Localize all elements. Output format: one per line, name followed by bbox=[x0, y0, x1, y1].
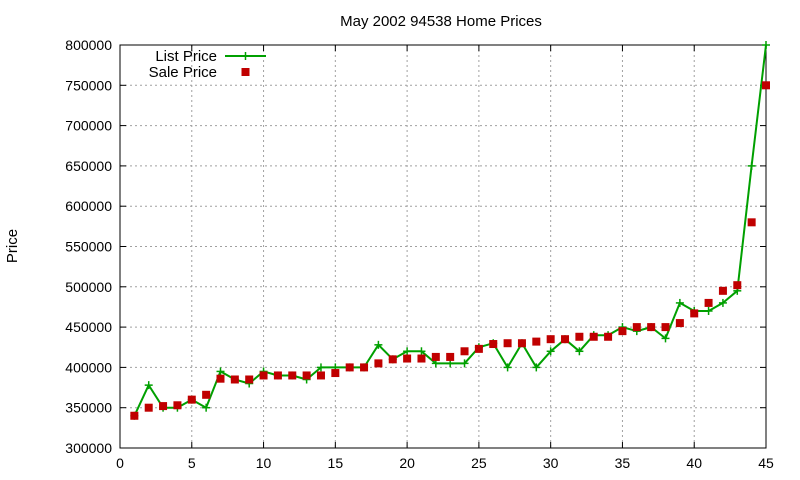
sale-price-point bbox=[575, 332, 584, 341]
legend-label-list-price: List Price bbox=[155, 48, 217, 65]
y-tick-label: 300000 bbox=[65, 440, 112, 456]
sale-price-point bbox=[632, 323, 641, 332]
list-price-point bbox=[216, 367, 225, 376]
gridlines bbox=[120, 45, 766, 448]
list-price-point bbox=[503, 363, 512, 372]
y-axis-ticks: 300000 350000 400000 450000 500000 550000 6000… bbox=[65, 37, 766, 456]
sale-price-point bbox=[589, 332, 598, 341]
sale-price-point bbox=[661, 323, 670, 332]
sale-price-point bbox=[747, 218, 756, 227]
list-price-point bbox=[202, 403, 211, 412]
list-price-point bbox=[704, 306, 713, 315]
sale-price-point bbox=[446, 352, 455, 361]
list-price-point bbox=[532, 363, 541, 372]
legend-plus-marker bbox=[241, 52, 250, 60]
sale-price-point bbox=[130, 411, 139, 420]
sale-price-point bbox=[245, 375, 254, 384]
plot-border bbox=[119, 44, 767, 449]
sale-price-point bbox=[273, 371, 282, 380]
legend-label-sale-price: Sale Price bbox=[149, 64, 217, 81]
sale-price-point bbox=[360, 363, 369, 372]
sale-price-point bbox=[647, 323, 656, 332]
sale-price-point bbox=[230, 375, 239, 384]
list-price-point bbox=[144, 381, 153, 390]
sale-price-point bbox=[259, 371, 268, 380]
sale-price-point bbox=[417, 354, 426, 363]
sale-price-point bbox=[690, 309, 699, 318]
y-tick-label: 750000 bbox=[65, 77, 112, 93]
chart-title: May 2002 94538 Home Prices bbox=[340, 13, 542, 30]
sale-price-point bbox=[331, 369, 340, 378]
list-price-point bbox=[460, 359, 469, 368]
sale-price-point bbox=[374, 359, 383, 368]
sale-price-point bbox=[431, 352, 440, 361]
sale-price-point bbox=[288, 371, 297, 380]
sale-price-point bbox=[517, 339, 526, 348]
y-tick-label: 550000 bbox=[65, 239, 112, 255]
sale-price-point bbox=[345, 363, 354, 372]
sale-price-point bbox=[159, 402, 168, 411]
legend-marker-list-price bbox=[241, 52, 250, 60]
list-price-point bbox=[718, 298, 727, 307]
x-tick-label: 45 bbox=[758, 455, 774, 471]
series-sale-price bbox=[130, 81, 770, 420]
sale-price-point bbox=[503, 339, 512, 348]
sale-price-point bbox=[604, 332, 613, 341]
list-price-point bbox=[661, 334, 670, 343]
x-tick-label: 10 bbox=[256, 455, 272, 471]
y-tick-label: 650000 bbox=[65, 158, 112, 174]
sale-price-point bbox=[460, 347, 469, 356]
sale-price-point bbox=[144, 403, 153, 412]
sale-price-point bbox=[403, 354, 412, 363]
sale-price-point bbox=[733, 281, 742, 290]
y-tick-label: 450000 bbox=[65, 319, 112, 335]
sale-price-point bbox=[316, 371, 325, 380]
y-tick-label: 400000 bbox=[65, 359, 112, 375]
y-tick-label: 600000 bbox=[65, 198, 112, 214]
x-tick-label: 25 bbox=[471, 455, 487, 471]
list-price-point bbox=[762, 41, 770, 49]
sale-price-point bbox=[388, 355, 397, 364]
list-price-point bbox=[675, 298, 684, 307]
sale-price-point bbox=[202, 390, 211, 399]
list-price-point bbox=[575, 347, 584, 356]
sale-price-point bbox=[561, 335, 570, 344]
x-tick-label: 30 bbox=[543, 455, 559, 471]
sale-price-point bbox=[532, 337, 541, 346]
x-tick-label: 20 bbox=[399, 455, 415, 471]
legend: List Price Sale Price bbox=[149, 48, 266, 81]
list-price-point bbox=[546, 347, 555, 356]
x-tick-label: 5 bbox=[188, 455, 196, 471]
legend-marker-sale-price bbox=[241, 68, 250, 76]
sale-price-point bbox=[489, 340, 498, 349]
list-price-point bbox=[747, 161, 756, 170]
list-price-point bbox=[403, 347, 412, 356]
x-tick-label: 40 bbox=[686, 455, 702, 471]
sale-price-point bbox=[216, 374, 225, 383]
sale-price-point bbox=[302, 371, 311, 380]
sale-price-point bbox=[173, 401, 182, 410]
y-tick-label: 500000 bbox=[65, 279, 112, 295]
list-price-point bbox=[417, 347, 426, 356]
y-tick-label: 800000 bbox=[65, 37, 112, 53]
sale-price-point bbox=[718, 286, 727, 295]
y-tick-label: 350000 bbox=[65, 400, 112, 416]
sale-price-point bbox=[474, 344, 483, 353]
y-axis-label: Price bbox=[4, 229, 21, 263]
x-tick-label: 15 bbox=[328, 455, 344, 471]
y-tick-label: 700000 bbox=[65, 118, 112, 134]
sale-price-point bbox=[618, 327, 627, 336]
list-price-point bbox=[374, 340, 383, 349]
x-axis-ticks: 0 5 10 15 20 25 30 35 40 45 bbox=[116, 45, 774, 471]
sale-price-point bbox=[762, 81, 770, 90]
list-price-point bbox=[316, 363, 325, 372]
sale-price-point bbox=[704, 298, 713, 307]
x-tick-label: 35 bbox=[615, 455, 631, 471]
sale-price-point bbox=[546, 335, 555, 344]
sale-price-point bbox=[675, 319, 684, 328]
x-tick-label: 0 bbox=[116, 455, 124, 471]
sale-price-point bbox=[187, 395, 196, 404]
